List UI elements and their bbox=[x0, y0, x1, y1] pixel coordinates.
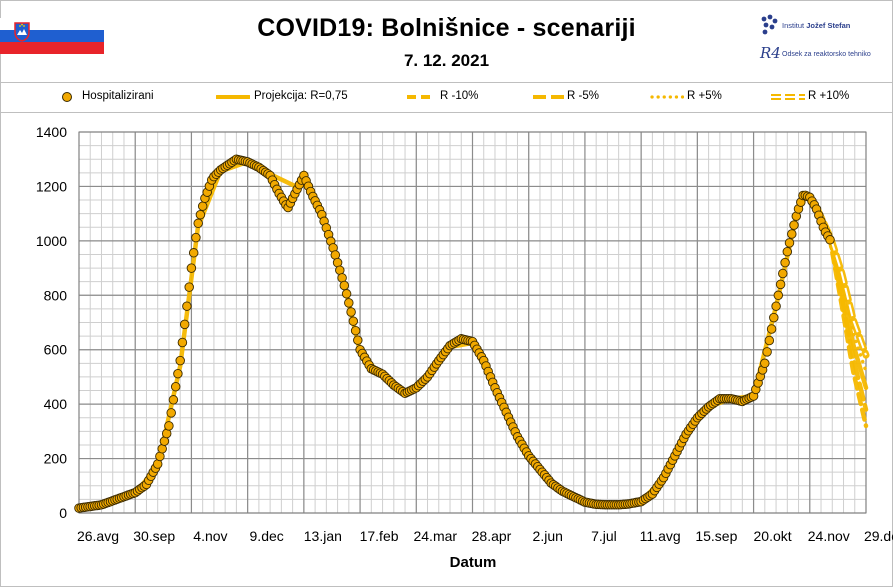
data-point bbox=[773, 290, 784, 301]
plot-area bbox=[78, 131, 867, 514]
chart-title: COVID19: Bolnišnice - scenariji bbox=[257, 14, 636, 42]
data-point bbox=[771, 301, 781, 311]
y-tick-label: 600 bbox=[44, 342, 68, 358]
data-point bbox=[348, 316, 359, 326]
data-point bbox=[166, 408, 176, 418]
y-tick-label: 200 bbox=[44, 451, 68, 467]
legend-label: R +10% bbox=[808, 90, 850, 102]
data-point bbox=[784, 238, 795, 248]
x-tick-label: 29.dec bbox=[864, 528, 893, 544]
data-point bbox=[787, 229, 797, 239]
data-point bbox=[186, 263, 197, 273]
chart-date: 7. 12. 2021 bbox=[403, 51, 490, 70]
x-tick-label: 4.nov bbox=[193, 528, 227, 544]
legend-label: Projekcija: R=0,75 bbox=[254, 90, 348, 102]
data-point bbox=[164, 421, 174, 431]
data-point bbox=[789, 220, 799, 230]
legend-label: Hospitalizirani bbox=[82, 90, 154, 102]
ijs-logo-icon bbox=[761, 14, 778, 35]
data-point bbox=[184, 282, 194, 292]
legend-label: R +5% bbox=[687, 90, 722, 102]
ijs-logo-name: Jožef Stefan bbox=[806, 21, 851, 30]
data-point bbox=[168, 395, 179, 405]
x-tick-label: 11.avg bbox=[640, 528, 681, 544]
legend-label: R -10% bbox=[440, 90, 479, 102]
data-point bbox=[775, 279, 786, 290]
x-tick-label: 17.feb bbox=[360, 528, 399, 544]
legend-top-border bbox=[0, 82, 893, 83]
hospitalization-chart: 0 200 400 600 800 1000 1200 1400 26.avg 30.sep 4.n… bbox=[36, 124, 893, 571]
data-point bbox=[825, 235, 835, 245]
x-tick-label: 2.jun bbox=[533, 528, 563, 544]
data-point bbox=[762, 347, 772, 357]
data-point bbox=[179, 319, 190, 330]
data-point bbox=[188, 248, 199, 258]
data-point bbox=[766, 324, 777, 334]
series-line bbox=[804, 192, 869, 429]
r4-logo: R4 Odsek za reaktorsko tehniko bbox=[760, 44, 890, 66]
x-tick-label: 9.dec bbox=[250, 528, 284, 544]
y-tick-label: 0 bbox=[59, 505, 67, 521]
legend-label: R -5% bbox=[567, 90, 599, 102]
y-tick-label: 400 bbox=[44, 396, 68, 412]
legend: Hospitalizirani Projekcija: R=0,75 R -10… bbox=[0, 84, 893, 110]
series-line-inner bbox=[805, 193, 867, 356]
data-point bbox=[769, 312, 779, 323]
x-tick-label: 26.avg bbox=[77, 528, 119, 544]
data-point bbox=[197, 201, 208, 211]
data-point bbox=[780, 257, 790, 268]
y-tick-label: 1200 bbox=[36, 178, 67, 194]
data-point bbox=[175, 355, 185, 366]
data-point bbox=[193, 218, 203, 229]
data-point bbox=[177, 337, 188, 348]
x-tick-label: 28.apr bbox=[472, 528, 512, 544]
data-point bbox=[341, 289, 352, 299]
data-point bbox=[339, 280, 350, 291]
data-point bbox=[346, 307, 356, 317]
x-axis-label: Datum bbox=[450, 554, 497, 571]
y-tick-label: 1000 bbox=[36, 233, 67, 249]
x-tick-label: 15.sep bbox=[695, 528, 737, 544]
x-tick-label: 30.sep bbox=[133, 528, 175, 544]
x-tick-label: 20.okt bbox=[754, 528, 792, 544]
data-point bbox=[191, 232, 201, 243]
data-point bbox=[344, 298, 354, 308]
x-tick-label: 7.jul bbox=[591, 528, 617, 544]
data-point bbox=[760, 358, 770, 369]
data-point bbox=[170, 381, 181, 392]
data-point bbox=[782, 246, 793, 257]
data-point bbox=[173, 368, 183, 379]
data-point bbox=[764, 335, 775, 346]
slovenian-flag-icon bbox=[0, 18, 104, 54]
x-tick-label: 24.mar bbox=[413, 528, 457, 544]
y-tick-label: 800 bbox=[44, 287, 68, 303]
data-point bbox=[778, 268, 788, 279]
data-point bbox=[195, 209, 206, 220]
x-tick-label: 24.nov bbox=[808, 528, 850, 544]
legend-bottom-border bbox=[0, 112, 893, 113]
data-point bbox=[350, 325, 361, 336]
y-tick-label: 1400 bbox=[36, 124, 67, 140]
ijs-logo-prefix: Institut bbox=[782, 21, 805, 30]
r4-logo-text: Odsek za reaktorsko tehniko bbox=[782, 51, 871, 58]
ijs-logo: Institut Jožef Stefan bbox=[760, 14, 880, 40]
r4-logo-mark: R4 bbox=[760, 44, 781, 62]
data-point bbox=[182, 301, 192, 311]
x-tick-label: 13.jan bbox=[304, 528, 342, 544]
data-point bbox=[353, 335, 363, 345]
